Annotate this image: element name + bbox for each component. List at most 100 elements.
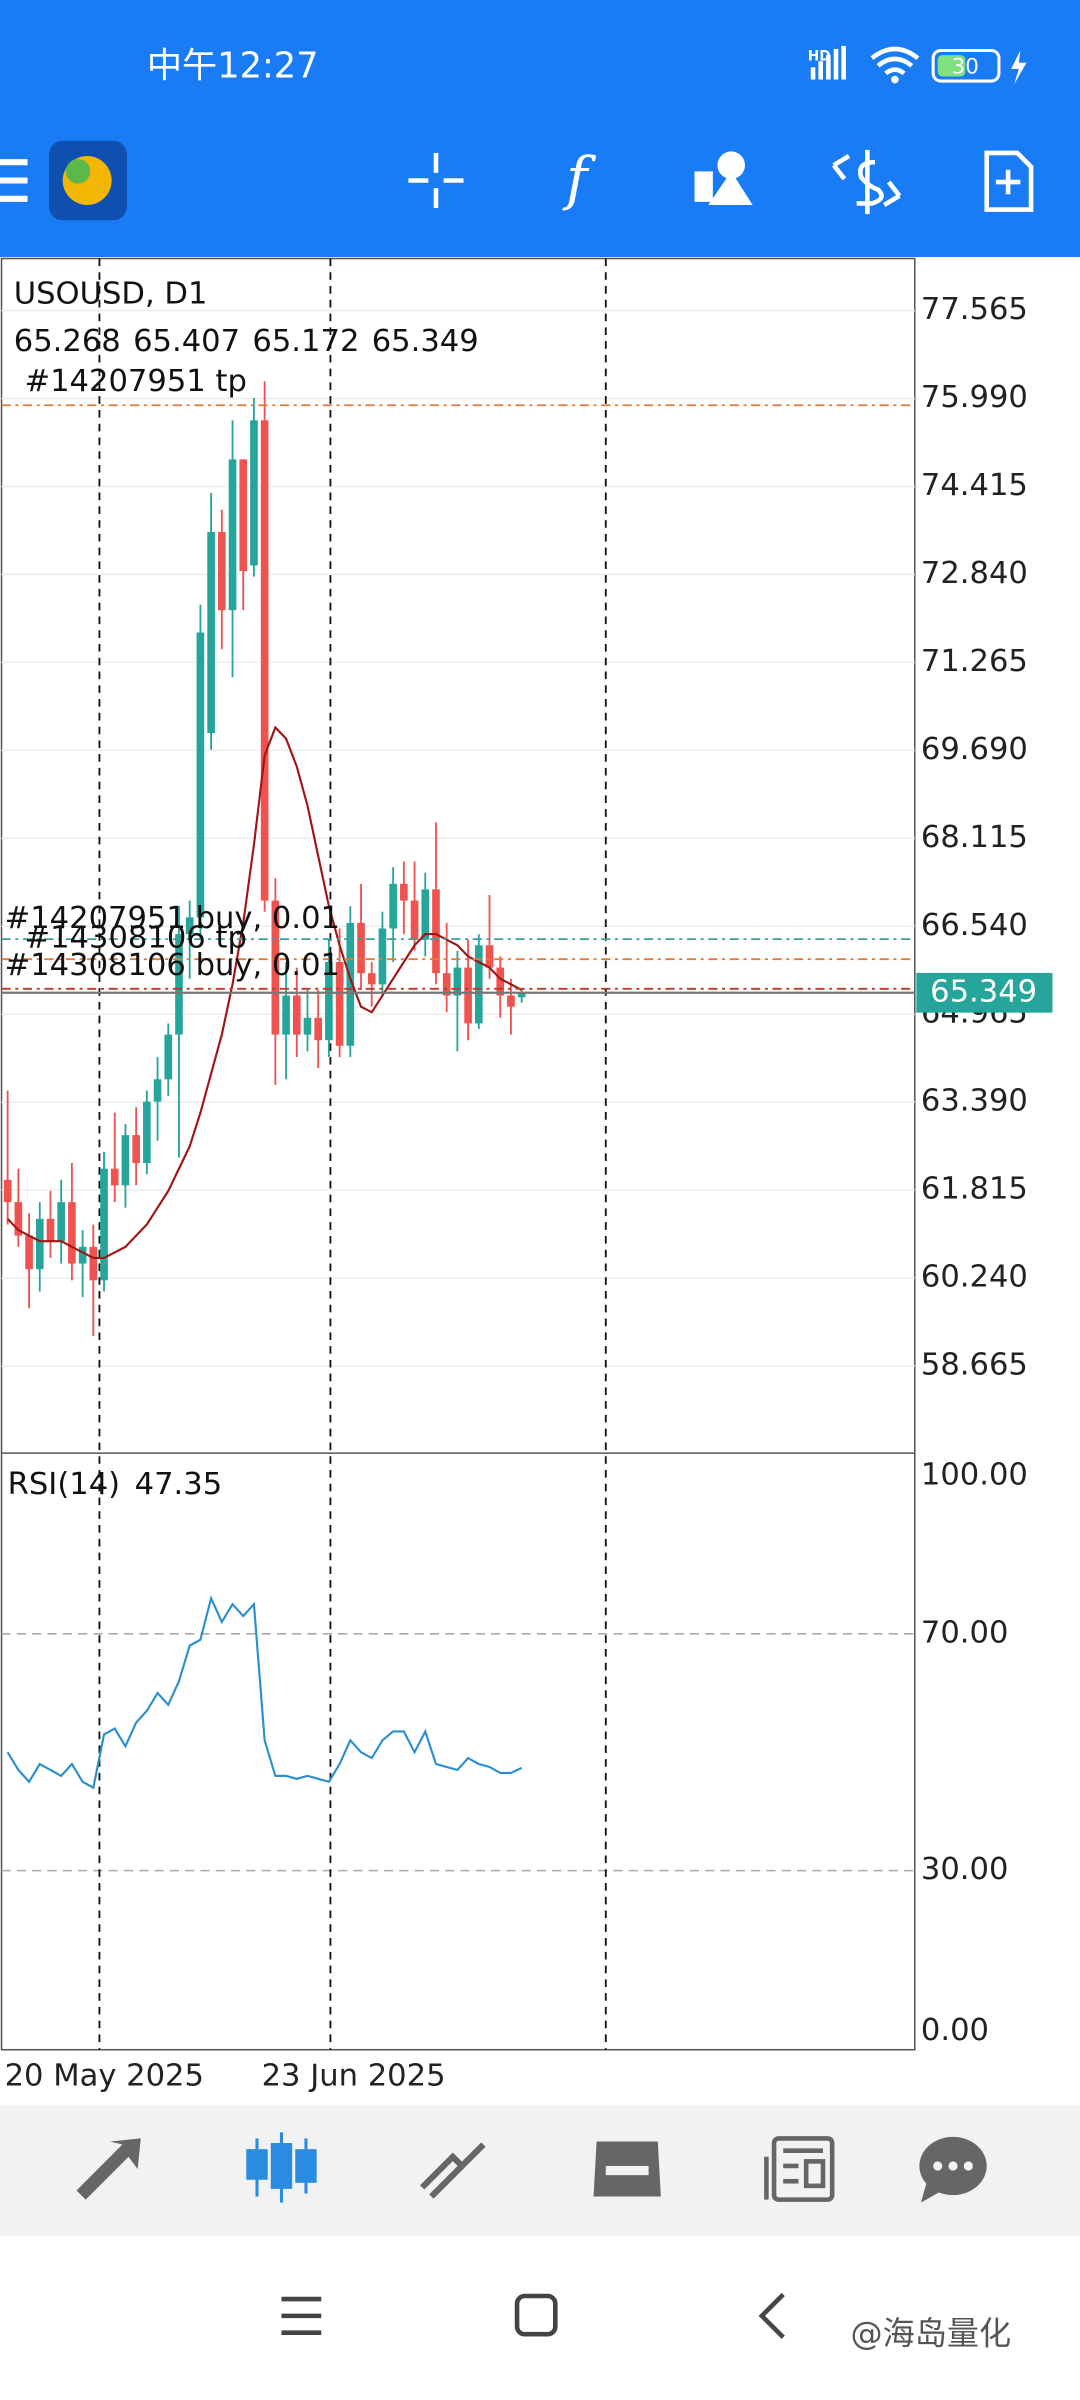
menu-icon[interactable] [0, 159, 28, 202]
objects-icon[interactable] [694, 151, 753, 205]
wifi-dot [891, 75, 899, 84]
news-tab[interactable] [764, 2136, 835, 2202]
y-tick-label: 69.690 [921, 732, 1028, 767]
nav-home[interactable] [514, 2293, 558, 2337]
candle-body [260, 420, 269, 901]
candle-body [335, 962, 344, 1046]
y-tick-label: 70.00 [921, 1615, 1009, 1650]
nav-back[interactable] [758, 2292, 785, 2339]
candle-body [207, 532, 215, 734]
candle-body [25, 1235, 33, 1270]
network-type: HD [808, 49, 831, 65]
marks-layer [1, 381, 915, 1790]
y-tick-label: 0.00 [921, 2013, 989, 2048]
ohlc-open: 65.268 [14, 324, 121, 359]
crosshair-icon[interactable] [408, 152, 464, 209]
chart-tab[interactable] [246, 2132, 317, 2203]
order-label: #14207951 tp [24, 364, 246, 399]
price-box [916, 972, 1053, 1013]
moving-average [6, 725, 523, 1260]
y-tick-label: 75.990 [921, 380, 1028, 415]
price-box-label: 65.349 [930, 974, 1037, 1009]
battery-icon [931, 48, 1001, 83]
candle-body [507, 995, 515, 1007]
history-tab[interactable] [593, 2141, 661, 2197]
trade-icon[interactable] [831, 149, 902, 215]
candle-body [442, 973, 451, 996]
candle-body [325, 962, 333, 1041]
candle-body [78, 1246, 87, 1264]
order-label: #14308106 tp [24, 921, 246, 956]
y-tick-label: 72.840 [921, 556, 1028, 591]
period-separators [98, 258, 607, 2050]
order-label: #14308106 buy, 0.01 [5, 948, 340, 983]
battery-text: 30 [952, 54, 979, 79]
battery-level [937, 55, 966, 77]
y-tick-label: 71.265 [921, 644, 1028, 679]
y-tick-label: 61.815 [921, 1172, 1028, 1207]
quotes-tab[interactable] [76, 2138, 141, 2200]
y-tick-label: 66.540 [921, 908, 1028, 943]
watermark: @海岛量化 [851, 2315, 1012, 2353]
candle-body [239, 459, 248, 572]
candle-body [517, 992, 526, 998]
rsi-line [6, 1595, 523, 1790]
candle-body [46, 1218, 55, 1242]
candle-body [228, 459, 237, 611]
signal-icon [810, 45, 846, 80]
candle-body [432, 889, 440, 974]
candle-body [314, 1017, 323, 1041]
chart-frame [0, 257, 916, 2051]
y-tick-label: 58.665 [921, 1348, 1028, 1383]
candle-body [250, 420, 258, 566]
trade-tab[interactable] [420, 2142, 486, 2199]
candle-body [485, 945, 494, 968]
candle-body [282, 995, 290, 1035]
candle-body [367, 973, 376, 985]
nav-menu[interactable] [281, 2296, 322, 2335]
candle-body [3, 1179, 12, 1203]
candle-body [57, 1202, 66, 1242]
y-tick-label: 68.115 [921, 820, 1028, 855]
grid-layer [1, 309, 915, 1872]
candle-body [68, 1202, 76, 1264]
new-order-icon[interactable] [984, 150, 1034, 212]
chat-tab[interactable] [919, 2136, 987, 2203]
candle-body [196, 632, 205, 918]
order-label: #14207951 buy, 0.01 [5, 901, 340, 936]
candle-body [410, 900, 419, 940]
logo-mark [65, 159, 91, 184]
candle-body [14, 1202, 23, 1236]
app-bar [0, 0, 1080, 257]
candle-body [303, 1017, 312, 1035]
x-tick-label: 23 Jun 2025 [262, 2059, 446, 2094]
ohlc-low: 65.172 [252, 324, 359, 359]
y-tick-label: 63.390 [921, 1084, 1028, 1119]
y-tick-label: 60.240 [921, 1260, 1028, 1295]
tab-bar [0, 2104, 1080, 2237]
candle-body [421, 889, 430, 940]
candle-body [121, 1135, 130, 1186]
candle-body [378, 928, 387, 985]
y-tick-label: 30.00 [921, 1852, 1009, 1887]
candle-body [217, 532, 226, 611]
ohlc-high: 65.407 [133, 324, 240, 359]
candle-body [110, 1168, 119, 1186]
candle-body [496, 967, 505, 996]
candle-body [185, 917, 194, 935]
clock: 中午12:27 [147, 45, 319, 86]
candle-body [164, 1034, 173, 1080]
rsi-title: RSI(14) [8, 1467, 120, 1502]
candle-body [35, 1218, 44, 1270]
y-tick-label: 77.565 [921, 292, 1028, 327]
x-tick-label: 20 May 2025 [5, 2059, 204, 2094]
candle-body [153, 1079, 162, 1102]
candle-body [100, 1168, 108, 1281]
nav-bar [281, 2292, 785, 2339]
candle-body [400, 883, 408, 901]
candle-body [143, 1101, 151, 1164]
rsi-value: 47.35 [135, 1467, 223, 1502]
candle-body [357, 922, 365, 974]
